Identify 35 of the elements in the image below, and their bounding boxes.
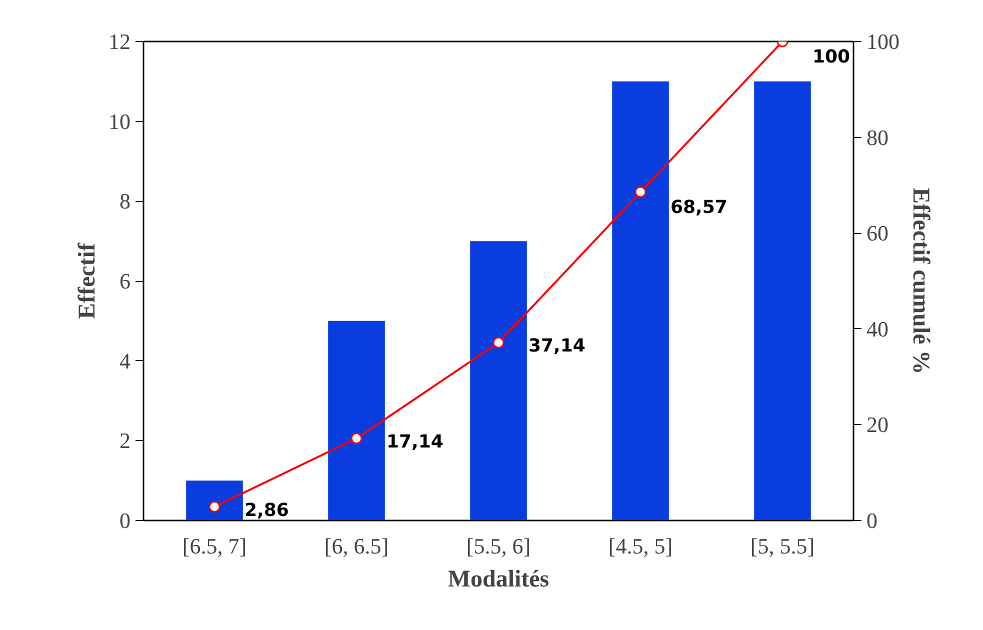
bar bbox=[186, 480, 243, 520]
y-tick-label: 8 bbox=[120, 188, 130, 214]
bar bbox=[612, 81, 669, 520]
y-axis-title: Effectif bbox=[74, 242, 100, 319]
bar bbox=[754, 81, 811, 520]
y-tick-label: 0 bbox=[120, 508, 130, 533]
y2-tick-label: 20 bbox=[866, 412, 888, 438]
y-tick-label: 6 bbox=[120, 268, 130, 294]
bar bbox=[470, 241, 527, 520]
y-tick-label: 2 bbox=[120, 428, 130, 454]
data-label: 37,14 bbox=[528, 336, 586, 357]
x-tick-label: [4.5, 5] bbox=[608, 534, 673, 558]
y2-tick-label: 40 bbox=[866, 316, 888, 342]
point bbox=[492, 336, 504, 348]
y-tick-label: 12 bbox=[108, 29, 130, 54]
data-label: 2,86 bbox=[244, 500, 289, 521]
y2-tick-label: 0 bbox=[866, 508, 878, 533]
data-label: 17,14 bbox=[386, 431, 444, 452]
data-label: 100 bbox=[812, 46, 850, 68]
x-tick-label: [6, 6.5] bbox=[324, 534, 389, 558]
y-tick-label: 4 bbox=[120, 348, 130, 374]
x-tick-label: [5.5, 6] bbox=[466, 534, 531, 558]
data-label: 68,57 bbox=[670, 197, 728, 218]
point bbox=[350, 432, 362, 444]
y2-tick-label: 80 bbox=[866, 124, 888, 150]
y2-tick-label: 60 bbox=[866, 220, 888, 246]
point bbox=[634, 186, 646, 198]
y-tick-label: 10 bbox=[108, 108, 130, 134]
y2-tick-label: 100 bbox=[866, 29, 900, 54]
y2-axis-title: Effectif cumulé % bbox=[908, 188, 934, 374]
bar bbox=[328, 320, 385, 520]
point bbox=[208, 501, 220, 513]
x-tick-label: [5, 5.5] bbox=[750, 534, 815, 558]
x-axis-title: Modalités bbox=[448, 566, 550, 592]
x-tick-label: [6.5, 7] bbox=[182, 534, 247, 558]
